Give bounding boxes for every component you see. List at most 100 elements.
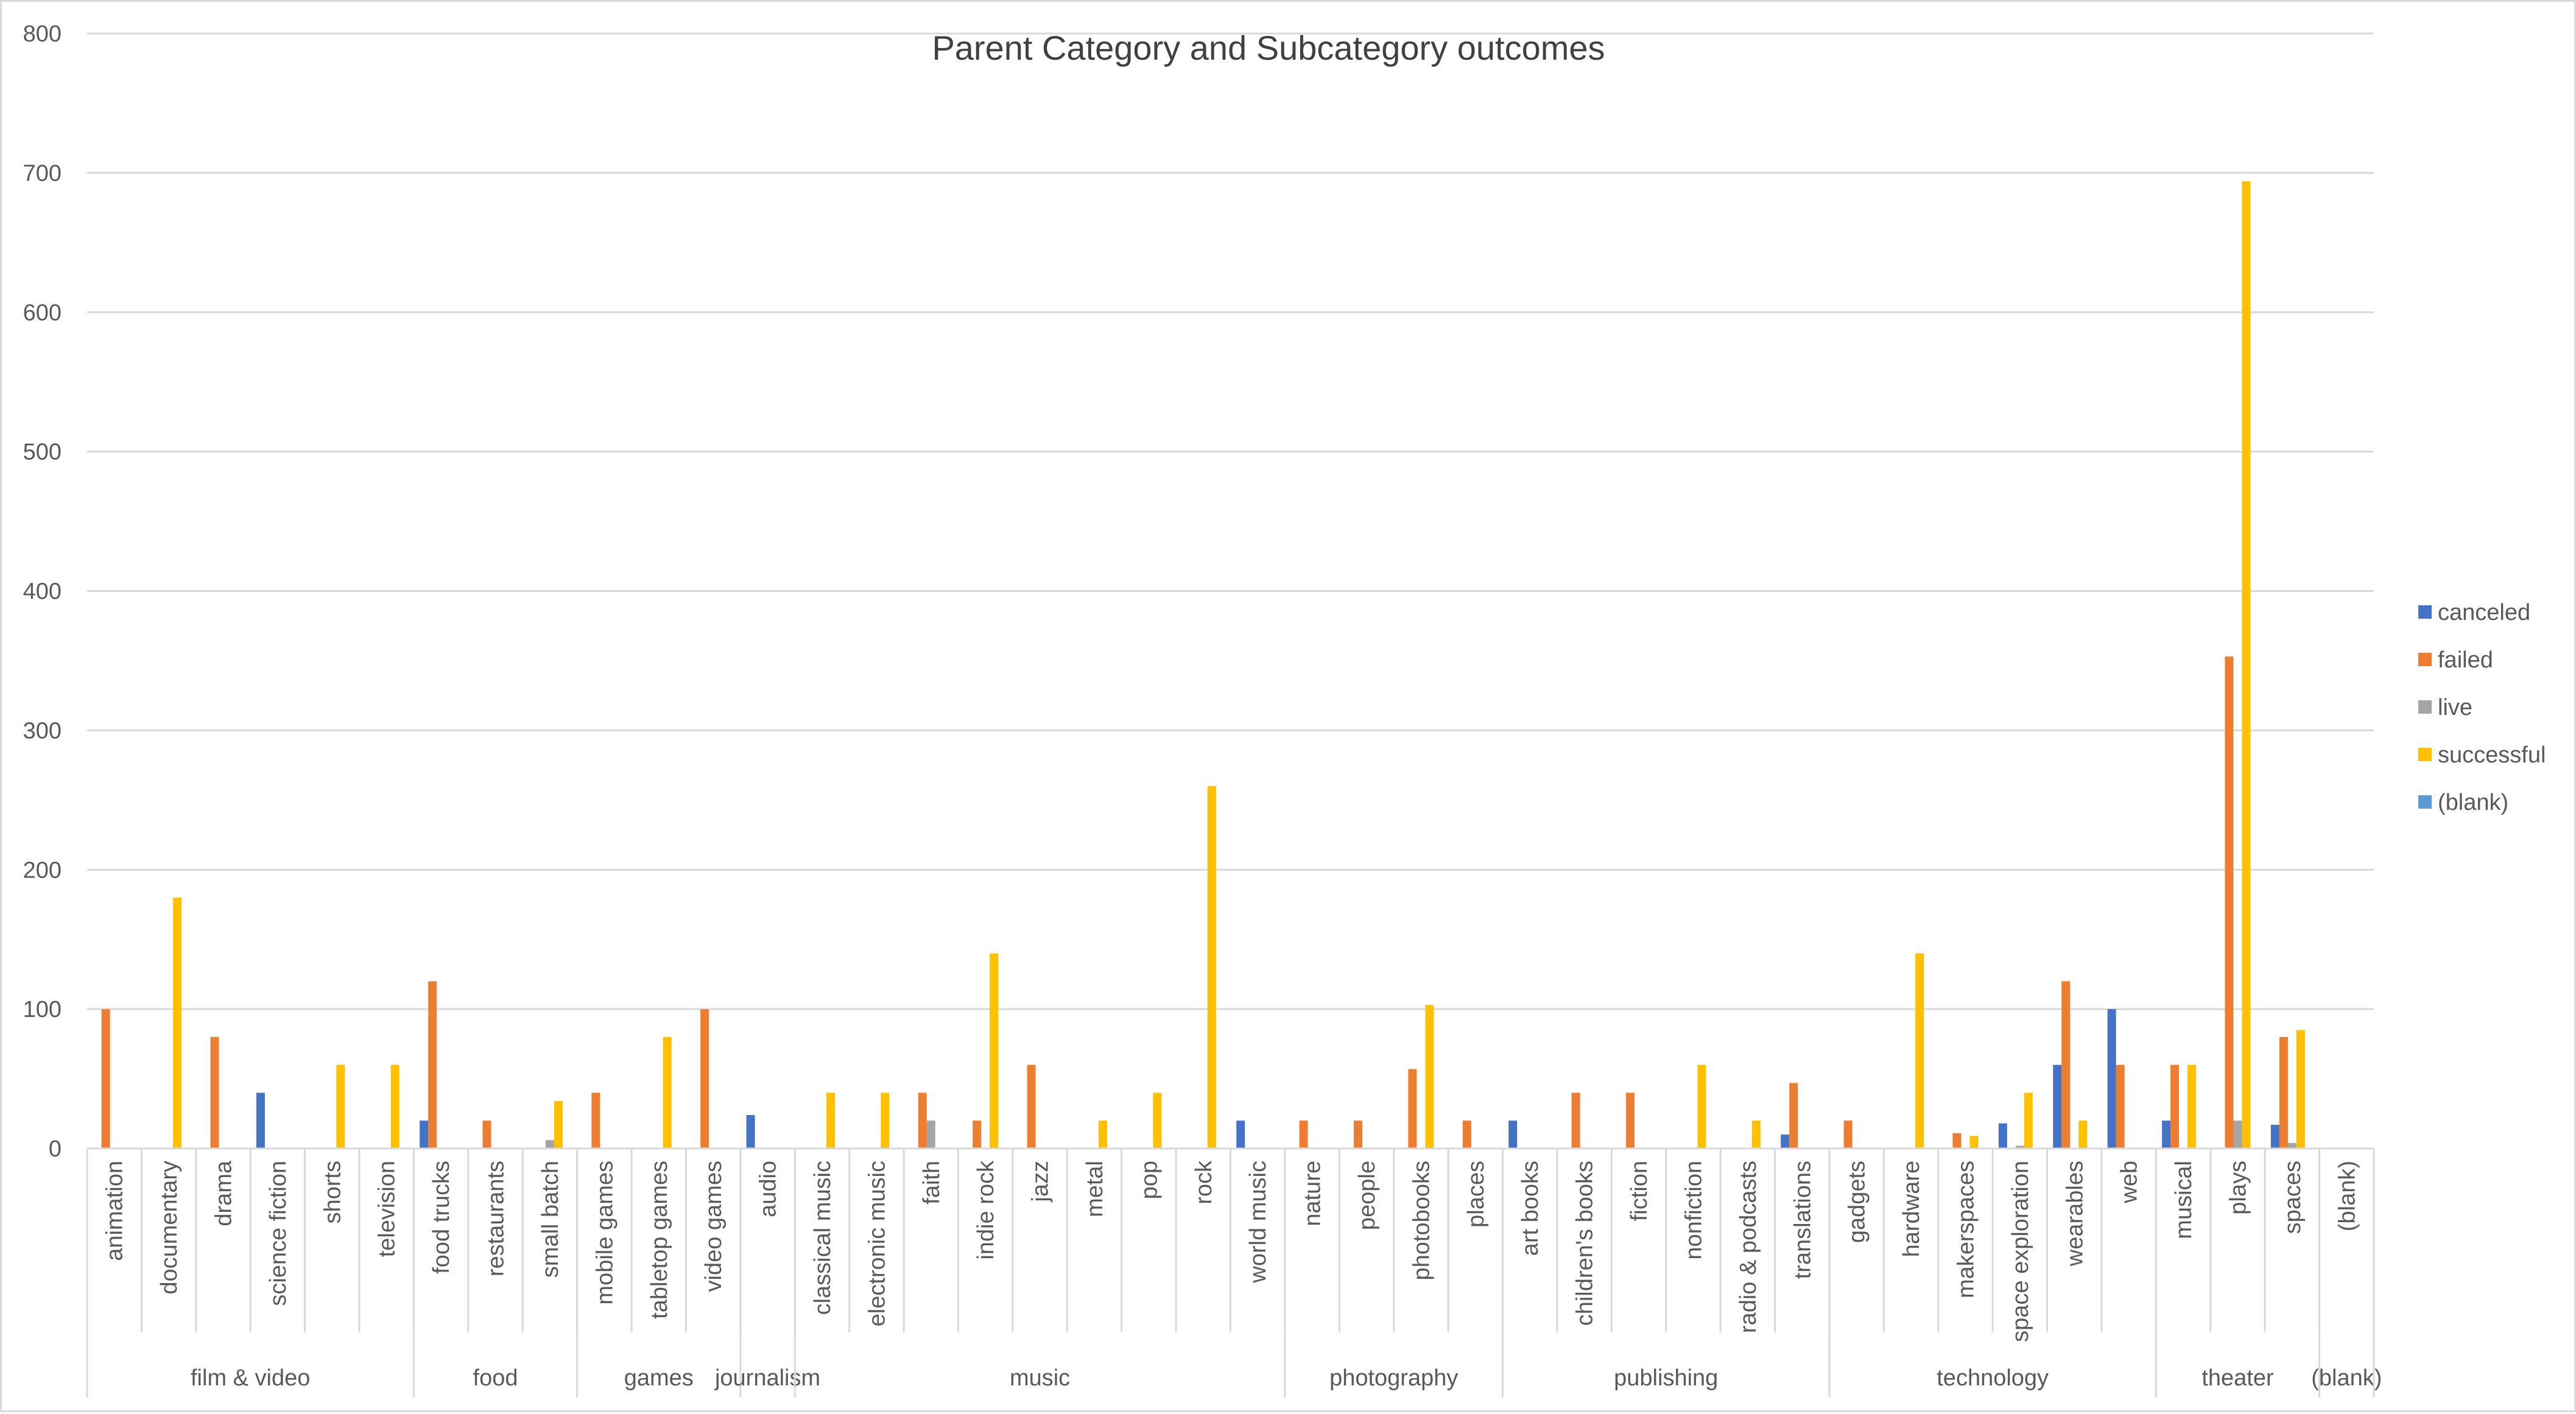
bar-successful: [173, 898, 182, 1148]
group-label: publishing: [1614, 1365, 1718, 1391]
bar-live: [2233, 1120, 2242, 1148]
y-tick-label: 200: [23, 857, 62, 883]
bar-failed: [1462, 1120, 1471, 1148]
x-tick-label: rock: [1191, 1160, 1217, 1205]
bar-canceled: [2107, 1009, 2116, 1148]
x-tick-label: world music: [1245, 1161, 1271, 1284]
x-tick-label: small batch: [538, 1161, 563, 1278]
legend: canceled failed live successful (blank): [2418, 600, 2546, 815]
bar-successful: [663, 1036, 672, 1148]
bar-successful: [2078, 1120, 2088, 1148]
bar-failed: [2061, 981, 2071, 1148]
bar-canceled: [420, 1120, 429, 1148]
group-label: food: [473, 1365, 518, 1391]
x-tick-label: hardware: [1899, 1161, 1924, 1257]
bar-failed: [591, 1092, 600, 1148]
group-label: technology: [1937, 1365, 2049, 1391]
bar-canceled: [2162, 1120, 2171, 1148]
bar-failed: [2225, 656, 2234, 1148]
bar-successful: [2187, 1064, 2197, 1148]
bar-successful: [2296, 1030, 2305, 1148]
bar-successful: [1969, 1136, 1979, 1148]
bar-failed: [1354, 1120, 1363, 1148]
bar-failed: [1299, 1120, 1308, 1148]
x-tick-label: plays: [2225, 1161, 2251, 1215]
legend-label: failed: [2438, 647, 2493, 673]
y-tick-label: 400: [23, 579, 62, 605]
x-tick-label: pop: [1136, 1161, 1162, 1199]
chart-title: Parent Category and Subcategory outcomes: [932, 29, 1605, 67]
x-tick-label: faith: [919, 1161, 945, 1205]
legend-label: live: [2438, 695, 2472, 720]
bars: [101, 181, 2305, 1148]
bar-failed: [1027, 1064, 1036, 1148]
x-tick-label: indie rock: [973, 1160, 999, 1260]
bar-successful: [336, 1064, 345, 1148]
x-tick-label: space exploration: [2008, 1161, 2033, 1342]
y-tick-label: 800: [23, 21, 62, 47]
bar-failed: [700, 1009, 709, 1148]
y-tick-label: 300: [23, 718, 62, 744]
bar-canceled: [1998, 1123, 2007, 1148]
y-tick-label: 100: [23, 997, 62, 1022]
x-tick-label: drama: [211, 1160, 237, 1226]
x-tick-label: mobile games: [592, 1161, 618, 1305]
bar-successful: [826, 1092, 835, 1148]
bar-failed: [428, 981, 437, 1148]
bar-successful: [1207, 786, 1216, 1148]
bar-live: [926, 1120, 935, 1148]
x-tick-label: television: [375, 1161, 400, 1257]
bar-live: [2015, 1145, 2024, 1148]
bar-failed: [1843, 1120, 1853, 1148]
legend-swatch: [2418, 653, 2432, 666]
x-tick-label: wearables: [2062, 1161, 2088, 1267]
x-tick-label: restaurants: [484, 1161, 509, 1276]
bar-failed: [1952, 1133, 1962, 1148]
x-tick-label: classical music: [810, 1161, 836, 1315]
y-tick-label: 600: [23, 300, 62, 326]
x-tick-label: jazz: [1028, 1161, 1054, 1203]
group-label: music: [1010, 1365, 1070, 1391]
group-label: film & video: [191, 1365, 310, 1391]
bar-failed: [2279, 1036, 2288, 1148]
x-tick-label: art books: [1518, 1161, 1543, 1256]
group-label: photography: [1329, 1365, 1458, 1391]
bar-canceled: [2053, 1064, 2062, 1148]
bar-successful: [1425, 1005, 1434, 1148]
x-tick-label: animation: [102, 1161, 128, 1261]
x-tick-label: translations: [1790, 1161, 1815, 1279]
bar-successful: [2024, 1092, 2033, 1148]
bar-failed: [210, 1036, 219, 1148]
bar-failed: [482, 1120, 491, 1148]
x-axis: animation documentary drama science fiction…: [86, 1147, 2382, 1398]
legend-label: canceled: [2438, 600, 2530, 625]
y-tick-label: 0: [49, 1136, 62, 1162]
x-tick-label: musical: [2171, 1161, 2197, 1239]
bar-failed: [973, 1120, 982, 1148]
x-tick-label: photobooks: [1409, 1161, 1434, 1281]
bar-successful: [1751, 1120, 1761, 1148]
bar-live: [2287, 1142, 2296, 1148]
x-tick-label: makerspaces: [1953, 1161, 1979, 1298]
bar-canceled: [1508, 1120, 1518, 1148]
x-tick-label: gadgets: [1845, 1161, 1870, 1243]
bar-failed: [1571, 1092, 1580, 1148]
bar-successful: [990, 953, 999, 1148]
x-tick-label: tabletop games: [647, 1161, 672, 1319]
gridlines: [87, 32, 2374, 1150]
bar-successful: [390, 1064, 399, 1148]
legend-swatch: [2418, 605, 2432, 619]
bar-successful: [1153, 1092, 1162, 1148]
bar-successful: [2242, 181, 2251, 1148]
x-tick-label: food trucks: [429, 1161, 454, 1274]
bar-canceled: [2270, 1125, 2279, 1148]
x-tick-label: documentary: [157, 1161, 182, 1295]
bar-successful: [881, 1092, 890, 1148]
legend-label: successful: [2438, 742, 2546, 768]
y-tick-label: 500: [23, 440, 62, 465]
x-tick-label: radio & podcasts: [1736, 1161, 1761, 1333]
legend-swatch: [2418, 700, 2432, 714]
bar-successful: [1915, 953, 1924, 1148]
group-label: games: [624, 1365, 694, 1391]
bar-failed: [1789, 1083, 1798, 1148]
